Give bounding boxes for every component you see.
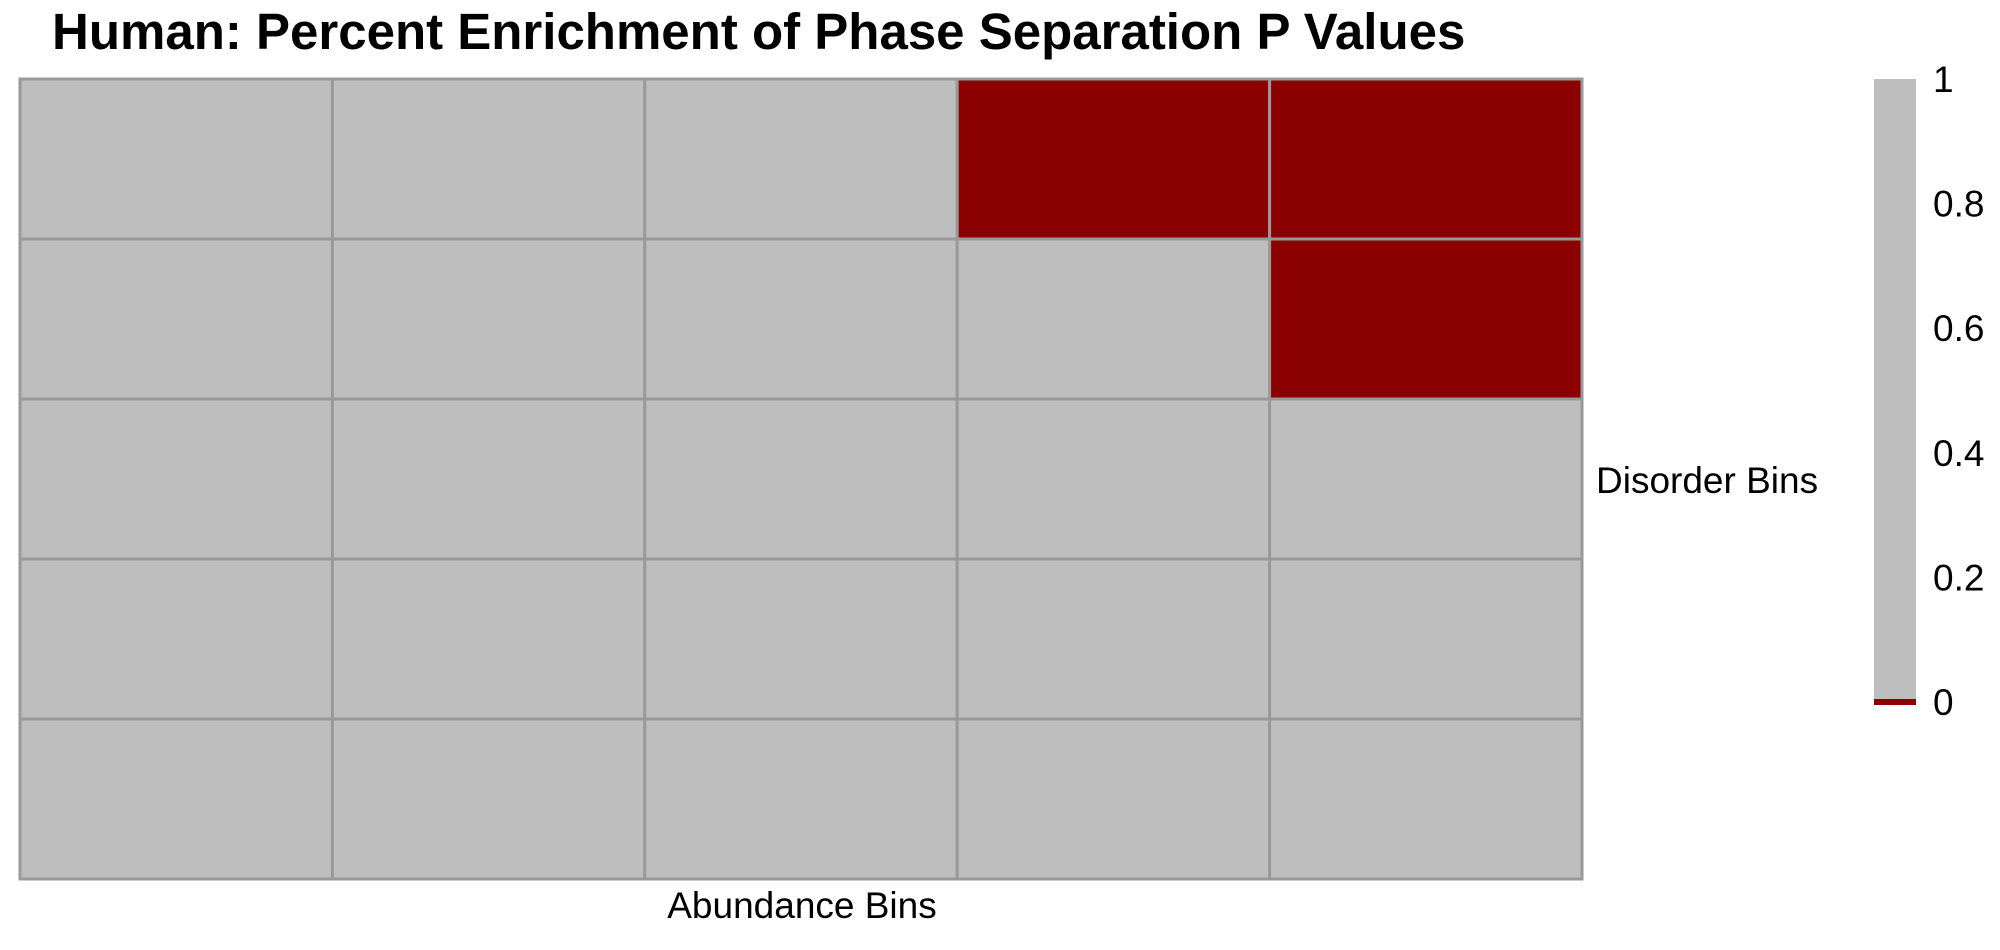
- heatmap-cell-r3-c3: [955, 557, 1272, 721]
- heatmap-cell-r2-c3: [955, 397, 1272, 561]
- legend-zero-band: [1874, 699, 1916, 705]
- heatmap-cell-r2-c4: [1268, 397, 1584, 561]
- heatmap-cell-r0-c2: [643, 77, 959, 241]
- legend-tick-label: 0: [1933, 682, 1954, 723]
- heatmap-cell-r1-c1: [330, 237, 647, 401]
- heatmap-cell-r0-c0: [18, 77, 334, 241]
- legend-tick-label: 1: [1933, 59, 1954, 100]
- heatmap-cell-r3-c0: [18, 557, 334, 721]
- color-legend: 1 0.8 0.6 0.4 0.2 0: [1874, 59, 1984, 723]
- heatmap-cell-r2-c1: [330, 397, 647, 561]
- heatmap-cell-r3-c4: [1268, 557, 1584, 721]
- heatmap-cell-r0-c3: [955, 77, 1272, 241]
- heatmap-cell-r0-c4: [1268, 77, 1584, 241]
- heatmap-cell-r2-c0: [18, 397, 334, 561]
- chart-title: Human: Percent Enrichment of Phase Separ…: [52, 3, 1466, 60]
- heatmap-cell-r3-c1: [330, 557, 647, 721]
- x-axis-label: Abundance Bins: [667, 885, 936, 926]
- heatmap-cell-r1-c0: [18, 237, 334, 401]
- heatmap-cell-r1-c2: [643, 237, 959, 401]
- heatmap-cell-r4-c3: [955, 717, 1272, 881]
- heatmap-cell-r4-c4: [1268, 717, 1584, 881]
- heatmap-cell-r2-c2: [643, 397, 959, 561]
- legend-color-bar: [1874, 79, 1916, 702]
- heatmap-cell-r1-c3: [955, 237, 1272, 401]
- y-axis-label: Disorder Bins: [1596, 460, 1818, 501]
- heatmap-cells: [18, 77, 1584, 881]
- heatmap-cell-r3-c2: [643, 557, 959, 721]
- heatmap-cell-r4-c1: [330, 717, 647, 881]
- legend-tick-label: 0.6: [1933, 308, 1984, 349]
- legend-tick-label: 0.2: [1933, 557, 1984, 598]
- heatmap-cell-r4-c2: [643, 717, 959, 881]
- heatmap-cell-r1-c4: [1268, 237, 1584, 401]
- legend-tick-label: 0.8: [1933, 184, 1984, 225]
- heatmap-cell-r4-c0: [18, 717, 334, 881]
- heatmap-cell-r0-c1: [330, 77, 647, 241]
- legend-tick-label: 0.4: [1933, 433, 1984, 474]
